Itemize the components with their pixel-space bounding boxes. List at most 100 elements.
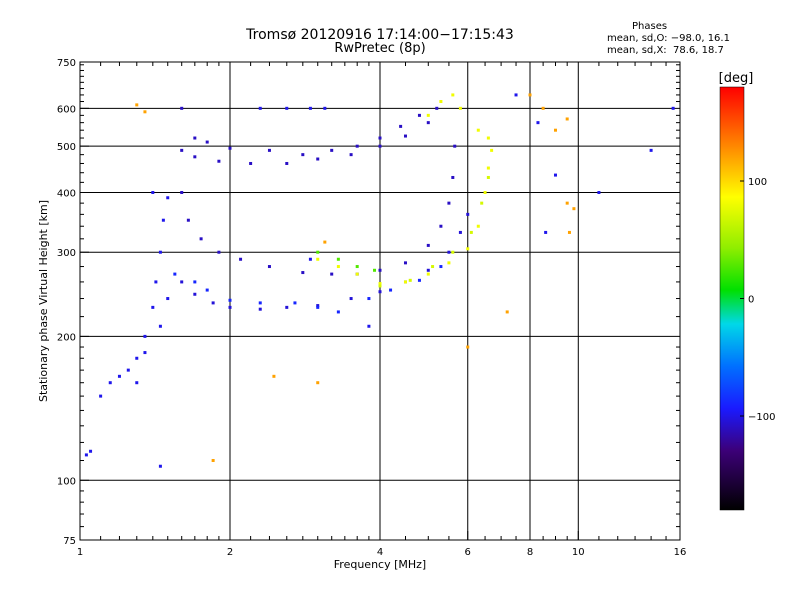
- x-tick-label: 1: [77, 547, 83, 558]
- data-point: [431, 265, 435, 269]
- data-point: [217, 159, 221, 163]
- data-point: [166, 297, 170, 301]
- colorbar-ticks: 100 0 −100: [740, 177, 775, 423]
- data-point: [217, 250, 221, 254]
- y-tick-label: 500: [57, 142, 76, 153]
- data-point: [378, 284, 382, 288]
- colorbar-tick-label: 100: [748, 177, 767, 188]
- data-point: [476, 224, 480, 228]
- data-point: [330, 272, 334, 276]
- x-axis-ticks: 1 2 4 6 8 10 16: [77, 62, 686, 558]
- data-point: [447, 250, 451, 254]
- data-point: [99, 394, 103, 398]
- y-tick-label: 400: [57, 188, 76, 199]
- x-tick-label: 6: [465, 547, 471, 558]
- data-point: [323, 106, 327, 110]
- data-point: [126, 368, 130, 372]
- data-point: [349, 297, 353, 301]
- data-point: [403, 280, 407, 284]
- grid-lines: [80, 62, 680, 540]
- data-point: [272, 374, 276, 378]
- data-point: [355, 265, 359, 269]
- y-tick-label: 750: [57, 58, 76, 69]
- x-tick-label: 10: [572, 547, 585, 558]
- data-point: [426, 113, 430, 117]
- y-tick-label: 600: [57, 104, 76, 115]
- data-point: [199, 237, 203, 241]
- data-point: [447, 261, 451, 265]
- data-point: [316, 257, 320, 261]
- data-point: [453, 144, 457, 148]
- data-point: [567, 230, 571, 234]
- data-point: [316, 304, 320, 308]
- data-point: [544, 230, 548, 234]
- x-tick-label: 2: [227, 547, 233, 558]
- data-point: [143, 351, 147, 355]
- data-point: [458, 230, 462, 234]
- colorbar-tick-label: 0: [748, 295, 754, 306]
- data-point: [451, 93, 455, 97]
- data-point: [378, 136, 382, 140]
- data-point: [151, 190, 155, 194]
- data-point: [536, 121, 540, 125]
- x-tick-label: 8: [527, 547, 533, 558]
- data-point: [228, 298, 232, 302]
- data-point: [408, 278, 412, 282]
- data-point: [285, 161, 289, 165]
- data-point: [267, 148, 271, 152]
- colorbar-label: [deg]: [719, 71, 754, 86]
- data-point: [180, 280, 184, 284]
- data-point: [180, 106, 184, 110]
- data-point: [439, 265, 443, 269]
- phase-stats-o: mean, sd,O: −98.0, 16.1: [607, 33, 730, 44]
- data-point: [151, 305, 155, 309]
- data-point: [565, 201, 569, 205]
- data-point: [486, 175, 490, 179]
- data-point: [367, 297, 371, 301]
- colorbar-tick-label: −100: [748, 412, 775, 423]
- data-point: [439, 100, 443, 104]
- data-point: [193, 136, 197, 140]
- data-point: [117, 374, 121, 378]
- data-point: [469, 230, 473, 234]
- data-point: [426, 268, 430, 272]
- data-point: [205, 288, 209, 292]
- y-tick-label: 100: [57, 476, 76, 487]
- data-point: [378, 290, 382, 294]
- data-point: [89, 449, 93, 453]
- data-point: [426, 121, 430, 125]
- data-point: [417, 113, 421, 117]
- chart-subtitle: RwPretec (8p): [334, 41, 426, 56]
- data-point: [228, 146, 232, 150]
- data-point: [135, 381, 139, 385]
- data-point: [466, 247, 470, 251]
- data-point: [158, 324, 162, 328]
- data-point: [154, 280, 158, 284]
- data-point: [336, 265, 340, 269]
- data-point: [316, 381, 320, 385]
- data-point: [336, 257, 340, 261]
- data-point: [336, 310, 340, 314]
- data-point: [378, 144, 382, 148]
- data-point: [439, 224, 443, 228]
- data-point: [186, 218, 190, 222]
- data-point: [285, 106, 289, 110]
- data-point: [378, 268, 382, 272]
- x-axis-label: Frequency [MHz]: [334, 558, 426, 571]
- data-point: [135, 103, 139, 107]
- data-point: [480, 201, 484, 205]
- data-point: [308, 257, 312, 261]
- data-point: [143, 334, 147, 338]
- data-point: [378, 282, 382, 286]
- data-point: [158, 464, 162, 468]
- data-point: [330, 148, 334, 152]
- data-point: [180, 148, 184, 152]
- data-point: [355, 144, 359, 148]
- data-point: [458, 106, 462, 110]
- y-tick-label: 75: [63, 536, 76, 547]
- data-point: [205, 140, 209, 144]
- data-point: [553, 128, 557, 132]
- data-point: [323, 240, 327, 244]
- data-point: [355, 272, 359, 276]
- data-point: [466, 212, 470, 216]
